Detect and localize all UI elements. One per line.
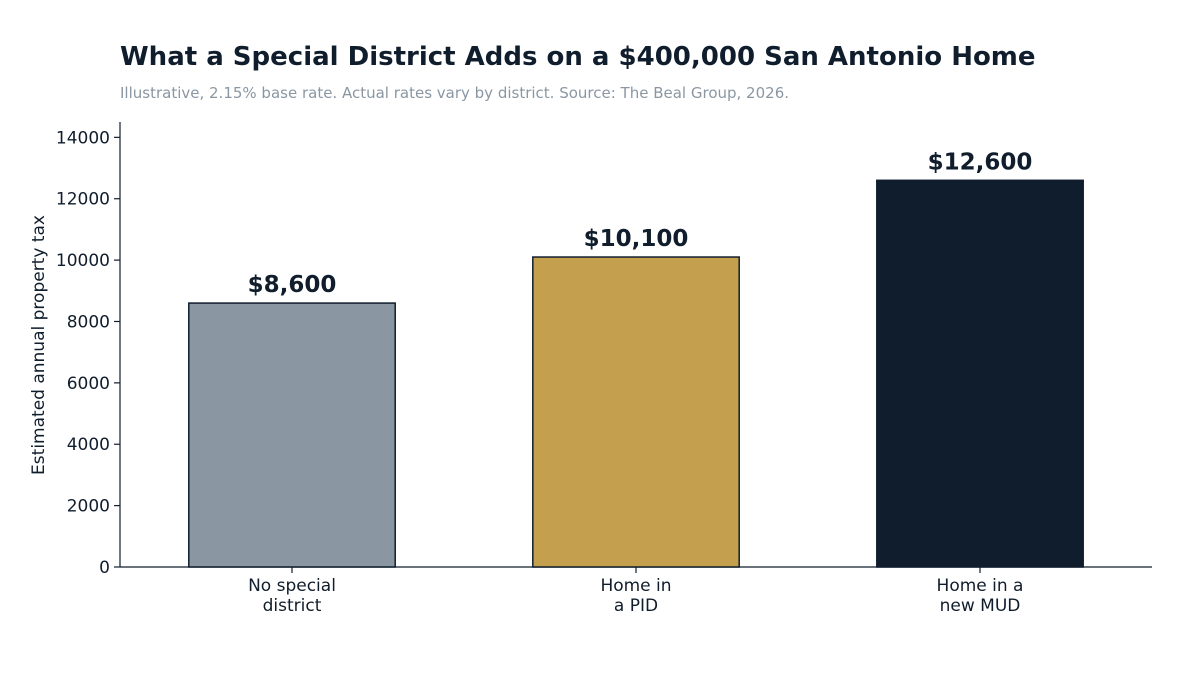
y-axis: 0 2000 4000 6000 8000 10000 12000 14000 xyxy=(56,122,121,578)
y-tick-label: 4000 xyxy=(67,435,110,455)
x-tick-label: Home in a new MUD xyxy=(937,576,1024,616)
bar xyxy=(532,256,740,568)
y-tick-label: 6000 xyxy=(67,374,110,394)
y-tick-label: 0 xyxy=(99,558,110,578)
bar-value-label: $10,100 xyxy=(584,226,689,252)
chart-title: What a Special District Adds on a $400,0… xyxy=(120,42,1036,72)
bar xyxy=(876,179,1084,568)
y-tick-label: 2000 xyxy=(67,497,110,517)
bar-value-label: $8,600 xyxy=(248,272,337,298)
chart-subtitle: Illustrative, 2.15% base rate. Actual ra… xyxy=(120,84,790,102)
y-tick-label: 8000 xyxy=(67,312,110,332)
y-tick-label: 14000 xyxy=(56,128,110,148)
y-tick-label: 10000 xyxy=(56,251,110,271)
x-tick-label: Home in a PID xyxy=(600,576,671,616)
bar-value-label: $12,600 xyxy=(928,149,1033,175)
y-axis-label: Estimated annual property tax xyxy=(29,215,49,475)
bar-value-labels: $8,600 $10,100 $12,600 xyxy=(248,149,1033,298)
x-tick-label: No special district xyxy=(248,576,336,616)
bars xyxy=(188,179,1084,568)
bar xyxy=(188,302,396,568)
y-tick-label: 12000 xyxy=(56,190,110,210)
